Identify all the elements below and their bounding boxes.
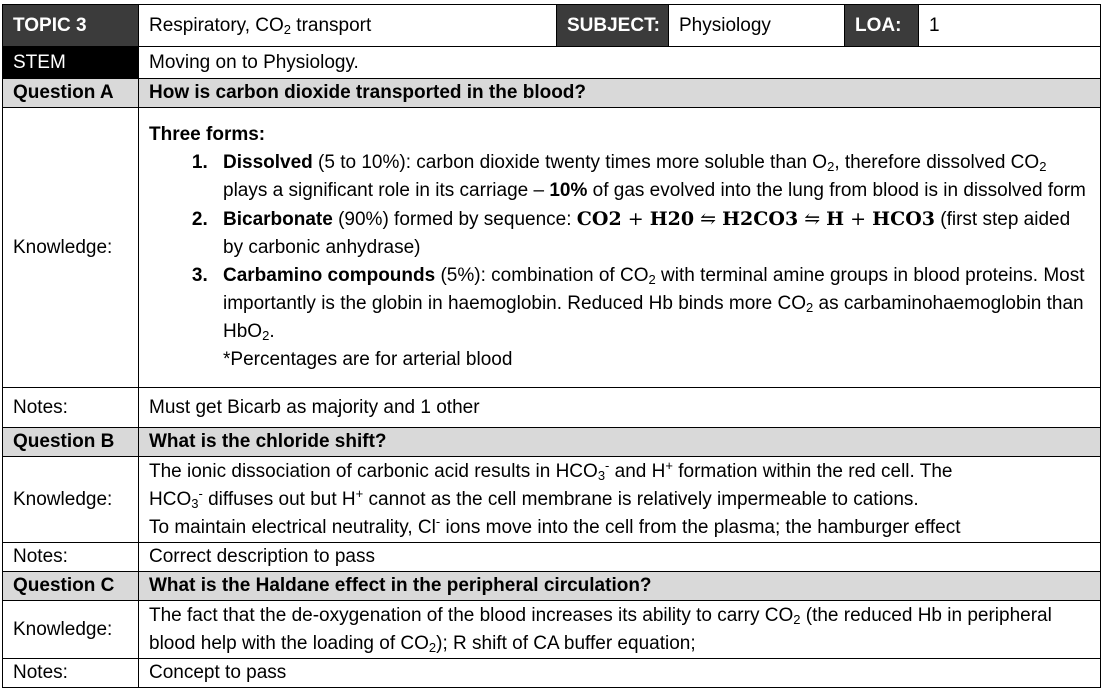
question-a-notes-label: Notes: xyxy=(2,387,139,428)
subject-value: Physiology xyxy=(668,4,845,47)
form-item-bicarbonate: Bicarbonate (90%) formed by sequence: CO… xyxy=(213,205,1090,262)
question-c-knowledge: The fact that the de-oxygenation of the … xyxy=(138,600,1101,659)
stem-row: STEM Moving on to Physiology. xyxy=(2,46,1101,79)
loa-label: LOA: xyxy=(844,4,919,47)
question-b-notes-label: Notes: xyxy=(2,542,139,572)
question-c-notes-label: Notes: xyxy=(2,658,139,688)
stem-text: Moving on to Physiology. xyxy=(138,46,1101,79)
question-a-knowledge-row: Knowledge: Three forms: Dissolved (5 to … xyxy=(2,107,1101,388)
three-forms-heading: Three forms: xyxy=(149,124,266,145)
question-table: TOPIC 3 Respiratory, CO2 transport SUBJE… xyxy=(2,4,1101,688)
percentages-footnote: *Percentages are for arterial blood xyxy=(223,349,513,370)
chloride-line-2: HCO3- diffuses out but H+ cannot as the … xyxy=(149,485,919,511)
question-c-knowledge-row: Knowledge: The fact that the de-oxygenat… xyxy=(2,600,1101,659)
forms-list: Dissolved (5 to 10%): carbon dioxide twe… xyxy=(149,149,1090,374)
topic-label: TOPIC 3 xyxy=(2,4,139,47)
question-c-knowledge-label: Knowledge: xyxy=(2,600,139,659)
question-a-label: Question A xyxy=(2,78,139,108)
question-c-text: What is the Haldane effect in the periph… xyxy=(138,571,1101,601)
question-b-knowledge: The ionic dissociation of carbonic acid … xyxy=(138,456,1101,543)
question-c-notes: Concept to pass xyxy=(138,658,1101,688)
question-b-knowledge-row: Knowledge: The ionic dissociation of car… xyxy=(2,456,1101,543)
subject-label: SUBJECT: xyxy=(556,4,669,47)
question-b-notes: Correct description to pass xyxy=(138,542,1101,572)
question-a-notes-row: Notes: Must get Bicarb as majority and 1… xyxy=(2,387,1101,428)
form-item-carbamino: Carbamino compounds (5%): combination of… xyxy=(213,262,1090,374)
question-a-row: Question A How is carbon dioxide transpo… xyxy=(2,78,1101,108)
chloride-line-1: The ionic dissociation of carbonic acid … xyxy=(149,457,953,483)
loa-value: 1 xyxy=(918,4,1101,47)
question-a-knowledge: Three forms: Dissolved (5 to 10%): carbo… xyxy=(138,107,1101,388)
question-a-notes: Must get Bicarb as majority and 1 other xyxy=(138,387,1101,428)
question-b-notes-row: Notes: Correct description to pass xyxy=(2,542,1101,572)
stem-label: STEM xyxy=(2,46,139,79)
question-a-text: How is carbon dioxide transported in the… xyxy=(138,78,1101,108)
question-b-row: Question B What is the chloride shift? xyxy=(2,427,1101,457)
question-b-knowledge-label: Knowledge: xyxy=(2,456,139,543)
question-c-row: Question C What is the Haldane effect in… xyxy=(2,571,1101,601)
question-c-notes-row: Notes: Concept to pass xyxy=(2,658,1101,688)
header-row: TOPIC 3 Respiratory, CO2 transport SUBJE… xyxy=(2,4,1101,47)
question-b-label: Question B xyxy=(2,427,139,457)
bicarbonate-equation: CO2 + H20 ⇋ H2CO3 ⇋ H + HCO3 xyxy=(576,208,935,230)
topic-value: Respiratory, CO2 transport xyxy=(138,4,557,47)
question-a-knowledge-label: Knowledge: xyxy=(2,107,139,388)
question-c-label: Question C xyxy=(2,571,139,601)
form-item-dissolved: Dissolved (5 to 10%): carbon dioxide twe… xyxy=(213,149,1090,205)
chloride-line-3: To maintain electrical neutrality, Cl- i… xyxy=(149,513,961,538)
question-b-text: What is the chloride shift? xyxy=(138,427,1101,457)
